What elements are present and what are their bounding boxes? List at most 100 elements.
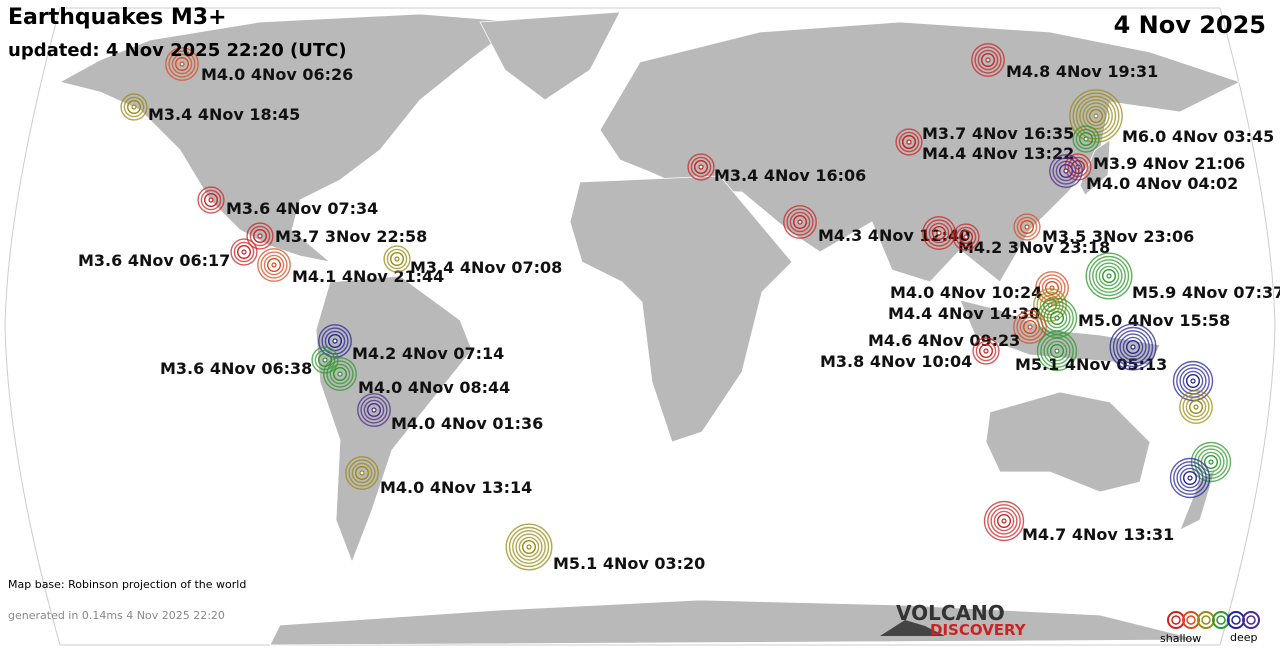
quake-dot (1054, 315, 1060, 321)
quake-label: M4.1 4Nov 21:44 (292, 267, 444, 286)
quake-marker (1049, 154, 1083, 188)
quake-ring (123, 96, 145, 118)
quake-marker (318, 324, 352, 358)
quake-label: M3.4 4Nov 16:06 (714, 166, 866, 185)
quake-ring (1095, 262, 1123, 290)
quake-label: M5.9 4Nov 07:37 (1132, 283, 1280, 302)
quake-ring (1179, 467, 1201, 489)
quake-ring (522, 540, 537, 555)
legend-ring (1216, 615, 1226, 625)
quake-ring (1172, 360, 1214, 402)
quake-ring (1020, 219, 1035, 234)
quake-ring (1064, 153, 1092, 181)
quake-dot (1024, 224, 1030, 230)
quake-ring (390, 251, 405, 266)
quake-dot (371, 407, 377, 413)
quake-dot (179, 61, 185, 67)
quake-ring (323, 357, 357, 391)
quake-ring (249, 225, 271, 247)
quake-ring (690, 156, 712, 178)
quake-label: M3.8 4Nov 10:04 (820, 352, 972, 371)
quake-ring (1179, 390, 1213, 424)
quake-ring (1075, 128, 1097, 150)
quake-marker (1036, 330, 1078, 372)
quake-ring (928, 222, 950, 244)
legend-deep: deep (1230, 631, 1258, 644)
quake-ring (1016, 313, 1044, 341)
quake-ring (1046, 307, 1068, 329)
quake-dot (1130, 344, 1136, 350)
quake-ring (1052, 157, 1080, 185)
land (58, 11, 1242, 646)
quake-label: M4.2 3Nov 23:18 (958, 238, 1110, 257)
quake-label: M4.0 4Nov 01:36 (391, 414, 543, 433)
quake-ring (348, 459, 376, 487)
quake-dot (257, 233, 263, 239)
quake-ring (898, 131, 920, 153)
quake-label: M3.5 3Nov 23:06 (1042, 227, 1194, 246)
quake-ring (959, 229, 974, 244)
quake-ring (360, 396, 388, 424)
quake-ring (981, 53, 996, 68)
date: 4 Nov 2025 (1114, 11, 1266, 39)
quake-label: M3.6 4Nov 06:17 (78, 251, 230, 270)
quake-dot (1106, 273, 1112, 279)
quake-ring (508, 526, 550, 568)
legend (1167, 611, 1260, 629)
quake-ring (1069, 89, 1123, 143)
africa (569, 175, 793, 443)
legend-ring (1186, 615, 1196, 625)
quake-label: M4.0 4Nov 08:44 (358, 378, 510, 397)
quake-dot (1027, 324, 1033, 330)
quake-ring (260, 251, 288, 279)
quake-ring (971, 43, 1005, 77)
quake-dot (1093, 113, 1099, 119)
quake-label: M3.6 4Nov 07:34 (226, 199, 378, 218)
quake-label: M4.4 4Nov 13:22 (922, 144, 1074, 163)
quake-ring (997, 514, 1012, 529)
quake-ring (168, 50, 196, 78)
quake-ring (1088, 255, 1130, 297)
quake-marker (922, 216, 956, 250)
quake-ring (694, 159, 709, 174)
quake-ring (246, 222, 274, 250)
quake-ring (1023, 320, 1038, 335)
quake-ring (952, 223, 980, 251)
quake-marker (687, 153, 715, 181)
quake-marker (1172, 360, 1214, 402)
quake-ring (1101, 269, 1116, 284)
quake-ring (263, 254, 285, 276)
quake-ring (1078, 131, 1093, 146)
legend-ring (1231, 615, 1241, 625)
quake-ring (1036, 330, 1078, 372)
quake-ring (1046, 340, 1068, 362)
new-zealand (1179, 469, 1216, 531)
quake-dot (337, 371, 343, 377)
quake-ring (1112, 326, 1154, 368)
quake-marker (983, 500, 1025, 542)
quake-dot (797, 219, 803, 225)
legend-ring (1201, 615, 1211, 625)
quake-marker (1085, 252, 1133, 300)
quake-ring (230, 238, 258, 266)
quake-ring (1040, 334, 1074, 368)
quake-ring (1049, 344, 1064, 359)
quake-ring (990, 507, 1018, 535)
quake-marker (505, 523, 553, 571)
quake-ring (987, 504, 1021, 538)
quake-dot (332, 338, 338, 344)
quake-dot (1063, 168, 1069, 174)
quake-ring (1185, 374, 1200, 389)
quake-ring (789, 211, 811, 233)
quake-ring (345, 456, 379, 490)
quake-ring (367, 403, 382, 418)
australia (985, 391, 1151, 493)
quake-ring (386, 248, 408, 270)
quake-marker (972, 337, 1000, 365)
legend-ring (1246, 615, 1256, 625)
generated: generated in 0.14ms 4 Nov 2025 22:20 (8, 609, 225, 622)
quake-ring (1044, 281, 1059, 296)
quake-ring (1036, 291, 1064, 319)
quake-ring (687, 153, 715, 181)
quake-ring (1098, 265, 1120, 287)
